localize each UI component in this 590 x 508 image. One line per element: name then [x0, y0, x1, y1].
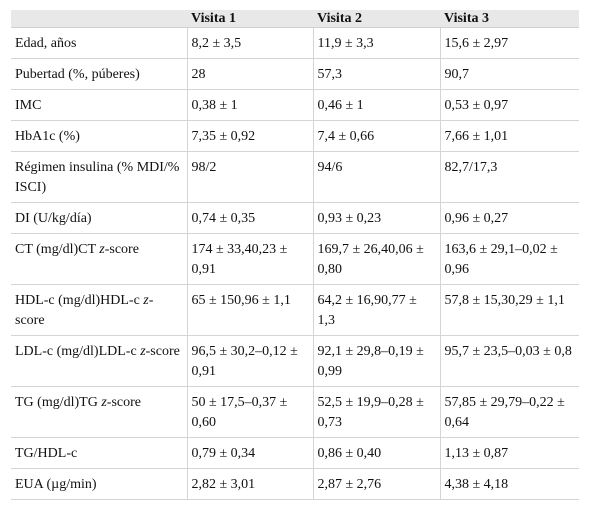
cell-visita-3: 95,7 ± 23,5–0,03 ± 0,8 [440, 335, 579, 387]
cell-visita-3: 57,8 ± 15,30,29 ± 1,1 [440, 284, 579, 336]
table-row: Régimen insulina (% MDI/% ISCI) 98/2 94/… [11, 151, 579, 203]
table-row: IMC 0,38 ± 1 0,46 ± 1 0,53 ± 0,97 [11, 89, 579, 121]
header-visita-2: Visita 2 [313, 10, 440, 28]
row-label: HbA1c (%) [11, 120, 188, 152]
row-label: Régimen insulina (% MDI/% ISCI) [11, 151, 188, 203]
cell-visita-2: 92,1 ± 29,8–0,19 ± 0,99 [313, 335, 441, 387]
cell-visita-1: 50 ± 17,5–0,37 ± 0,60 [187, 386, 314, 438]
table-row: Pubertad (%, púberes) 28 57,3 90,7 [11, 58, 579, 90]
label-italic: z [140, 344, 146, 359]
label-text: CT (mg/dl)CT [15, 242, 100, 257]
cell-visita-2: 0,46 ± 1 [313, 89, 441, 121]
cell-visita-1: 28 [187, 58, 314, 90]
cell-visita-3: 0,53 ± 0,97 [440, 89, 579, 121]
row-label: HDL-c (mg/dl)HDL-c z-score [11, 284, 188, 336]
cell-visita-3: 82,7/17,3 [440, 151, 579, 203]
cell-visita-1: 8,2 ± 3,5 [187, 27, 314, 59]
cell-visita-1: 98/2 [187, 151, 314, 203]
table-row: CT (mg/dl)CT z-score 174 ± 33,40,23 ± 0,… [11, 233, 579, 285]
table-row: DI (U/kg/día) 0,74 ± 0,35 0,93 ± 0,23 0,… [11, 202, 579, 234]
row-label: TG (mg/dl)TG z-score [11, 386, 188, 438]
cell-visita-1: 7,35 ± 0,92 [187, 120, 314, 152]
cell-visita-1: 174 ± 33,40,23 ± 0,91 [187, 233, 314, 285]
row-label: Edad, años [11, 27, 188, 59]
table-row: Edad, años 8,2 ± 3,5 11,9 ± 3,3 15,6 ± 2… [11, 27, 579, 59]
table-row: HDL-c (mg/dl)HDL-c z-score 65 ± 150,96 ±… [11, 284, 579, 336]
cell-visita-2: 57,3 [313, 58, 441, 90]
cell-visita-3: 0,96 ± 0,27 [440, 202, 579, 234]
label-italic: z [101, 395, 107, 410]
cell-visita-2: 0,93 ± 0,23 [313, 202, 441, 234]
cell-visita-1: 65 ± 150,96 ± 1,1 [187, 284, 314, 336]
header-visita-1: Visita 1 [187, 10, 313, 28]
label-italic: z [99, 242, 105, 257]
row-label: EUA (µg/min) [11, 468, 188, 500]
row-label: CT (mg/dl)CT z-score [11, 233, 188, 285]
table-row: TG/HDL-c 0,79 ± 0,34 0,86 ± 0,40 1,13 ± … [11, 437, 579, 469]
row-label: DI (U/kg/día) [11, 202, 188, 234]
table-row: EUA (µg/min) 2,82 ± 3,01 2,87 ± 2,76 4,3… [11, 468, 579, 500]
cell-visita-1: 96,5 ± 30,2–0,12 ± 0,91 [187, 335, 314, 387]
label-suffix: -score [104, 242, 139, 257]
row-label: IMC [11, 89, 188, 121]
table-row: TG (mg/dl)TG z-score 50 ± 17,5–0,37 ± 0,… [11, 386, 579, 438]
row-label: LDL-c (mg/dl)LDL-c z-score [11, 335, 188, 387]
cell-visita-2: 94/6 [313, 151, 441, 203]
label-text: HDL-c (mg/dl)HDL-c [15, 293, 144, 308]
cell-visita-1: 0,38 ± 1 [187, 89, 314, 121]
label-text: LDL-c (mg/dl)LDL-c [15, 344, 141, 359]
cell-visita-1: 0,79 ± 0,34 [187, 437, 314, 469]
cell-visita-3: 1,13 ± 0,87 [440, 437, 579, 469]
cell-visita-2: 2,87 ± 2,76 [313, 468, 441, 500]
cell-visita-2: 169,7 ± 26,40,06 ± 0,80 [313, 233, 441, 285]
cell-visita-2: 64,2 ± 16,90,77 ± 1,3 [313, 284, 441, 336]
header-row: Visita 1 Visita 2 Visita 3 [11, 10, 579, 28]
header-cell-empty [11, 10, 187, 28]
label-suffix: -score [15, 293, 154, 328]
row-label: Pubertad (%, púberes) [11, 58, 188, 90]
cell-visita-1: 0,74 ± 0,35 [187, 202, 314, 234]
cell-visita-3: 7,66 ± 1,01 [440, 120, 579, 152]
table-row: LDL-c (mg/dl)LDL-c z-score 96,5 ± 30,2–0… [11, 335, 579, 387]
cell-visita-3: 4,38 ± 4,18 [440, 468, 579, 500]
label-italic: z [143, 293, 149, 308]
cell-visita-3: 90,7 [440, 58, 579, 90]
cell-visita-1: 2,82 ± 3,01 [187, 468, 314, 500]
cell-visita-2: 0,86 ± 0,40 [313, 437, 441, 469]
header-visita-3: Visita 3 [440, 10, 579, 28]
row-label: TG/HDL-c [11, 437, 188, 469]
cell-visita-3: 163,6 ± 29,1–0,02 ± 0,96 [440, 233, 579, 285]
cell-visita-3: 57,85 ± 29,79–0,22 ± 0,64 [440, 386, 579, 438]
cell-visita-2: 52,5 ± 19,9–0,28 ± 0,73 [313, 386, 441, 438]
label-suffix: -score [106, 395, 141, 410]
data-table: Visita 1 Visita 2 Visita 3 Edad, años 8,… [11, 10, 579, 500]
cell-visita-3: 15,6 ± 2,97 [440, 27, 579, 59]
label-text: TG (mg/dl)TG [15, 395, 102, 410]
table-row: HbA1c (%) 7,35 ± 0,92 7,4 ± 0,66 7,66 ± … [11, 120, 579, 152]
cell-visita-2: 7,4 ± 0,66 [313, 120, 441, 152]
label-suffix: -score [145, 344, 180, 359]
cell-visita-2: 11,9 ± 3,3 [313, 27, 441, 59]
